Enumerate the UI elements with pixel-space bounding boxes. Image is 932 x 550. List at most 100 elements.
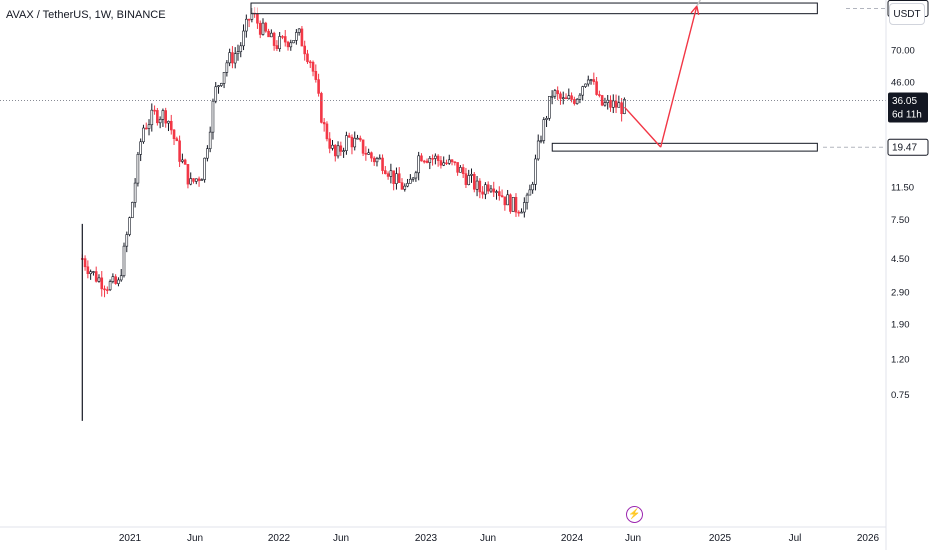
candle-up [245, 18, 248, 32]
candle-down [86, 266, 90, 274]
candle-up [353, 137, 357, 148]
candle-up [459, 167, 462, 173]
candle-up [395, 173, 398, 184]
candle-up [158, 119, 162, 124]
candle-up [225, 62, 229, 73]
candle-down [339, 145, 343, 152]
candle-up [208, 131, 212, 149]
y-tick-label: 1.90 [891, 319, 910, 330]
candle-up [233, 53, 237, 64]
candle-up [161, 110, 165, 120]
candle-up [475, 180, 479, 190]
candle-up [542, 119, 546, 141]
candle-down [503, 196, 507, 206]
candle-down [186, 164, 190, 185]
candle-down [620, 102, 623, 114]
y-tick-label: 4.50 [891, 254, 910, 265]
candle-down [231, 52, 234, 64]
candle-up [222, 72, 226, 84]
drop-to-support-line [624, 106, 662, 148]
y-tick-label: 2.90 [891, 287, 910, 298]
candle-down [439, 160, 443, 166]
y-tick-label: 0.75 [891, 390, 910, 401]
candles-layer [81, 7, 626, 421]
candle-up [367, 152, 370, 155]
candle-down [94, 271, 98, 282]
candle-up [295, 32, 298, 41]
candle-up [586, 79, 590, 85]
candle-down [472, 173, 476, 190]
x-tick-label: 2023 [415, 533, 438, 544]
candle-up [131, 202, 134, 218]
candle-up [506, 194, 509, 206]
candle-up [578, 94, 582, 100]
candle-down [372, 157, 376, 163]
price-axis[interactable]: 1,000.00650.00410.00270.00170.0070.0046.… [891, 0, 928, 402]
candle-down [306, 53, 309, 63]
x-tick-label: Jun [333, 533, 349, 544]
candle-down [264, 22, 268, 32]
candle-down [320, 93, 323, 123]
candle-down [497, 191, 501, 196]
candle-up [403, 185, 407, 190]
candle-up [200, 179, 204, 181]
candle-up [528, 189, 532, 196]
time-axis[interactable]: 2021 Jun 2022 Jun 2023 Jun 2024 Jun 2025 Jul 2026 [119, 533, 880, 544]
candle-down [436, 155, 440, 161]
candle-up [414, 172, 418, 179]
overlays-layer [0, 0, 886, 152]
currency-button[interactable]: USDT [889, 3, 925, 25]
candle-down [175, 138, 179, 142]
y-tick-label: 46.00 [891, 77, 915, 88]
candle-down [100, 277, 104, 290]
lightning-bolt-icon[interactable]: ⚡ [626, 506, 643, 523]
candle-down [600, 95, 604, 106]
candle-up [236, 51, 240, 55]
candle-down [509, 194, 512, 212]
candle-down [370, 152, 373, 159]
candle-up [220, 83, 223, 86]
candle-up [520, 211, 523, 214]
candle-up [545, 117, 548, 120]
candle-down [328, 138, 332, 149]
candle-up [589, 79, 593, 81]
candle-up [523, 202, 526, 213]
candle-down [486, 184, 490, 192]
candle-down [614, 100, 618, 108]
current-price-tag: 36.05 [892, 96, 917, 107]
candle-up [150, 109, 154, 126]
candle-down [322, 122, 326, 125]
candle-up [411, 177, 415, 180]
candle-up [553, 90, 557, 97]
candle-up [561, 97, 565, 100]
candle-up [467, 175, 471, 185]
candle-up [189, 178, 193, 185]
candle-up [278, 36, 281, 49]
candle-up [534, 158, 537, 185]
candle-down [350, 136, 354, 148]
candle-up [167, 120, 170, 124]
candle-up [194, 178, 198, 182]
candle-down [144, 127, 148, 130]
candle-up [581, 86, 585, 96]
candle-up [142, 127, 145, 143]
candle-down [153, 109, 156, 112]
candle-down [478, 180, 482, 193]
x-tick-label: 2025 [709, 533, 732, 544]
candle-down [392, 170, 395, 184]
candle-up [428, 158, 432, 163]
candle-up [270, 32, 273, 38]
candle-up [217, 85, 220, 88]
candle-up [242, 30, 245, 47]
resistance-zone [250, 2, 818, 15]
candle-down [347, 135, 351, 138]
candle-down [445, 162, 448, 165]
candle-down [314, 71, 318, 80]
candle-down [361, 139, 365, 154]
candle-down [450, 159, 454, 163]
candle-up [211, 100, 215, 133]
candle-down [103, 288, 106, 291]
candle-up [575, 99, 579, 104]
candle-down [500, 195, 504, 198]
